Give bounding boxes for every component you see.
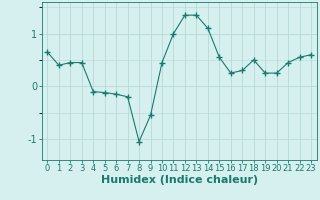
X-axis label: Humidex (Indice chaleur): Humidex (Indice chaleur) [100, 175, 258, 185]
